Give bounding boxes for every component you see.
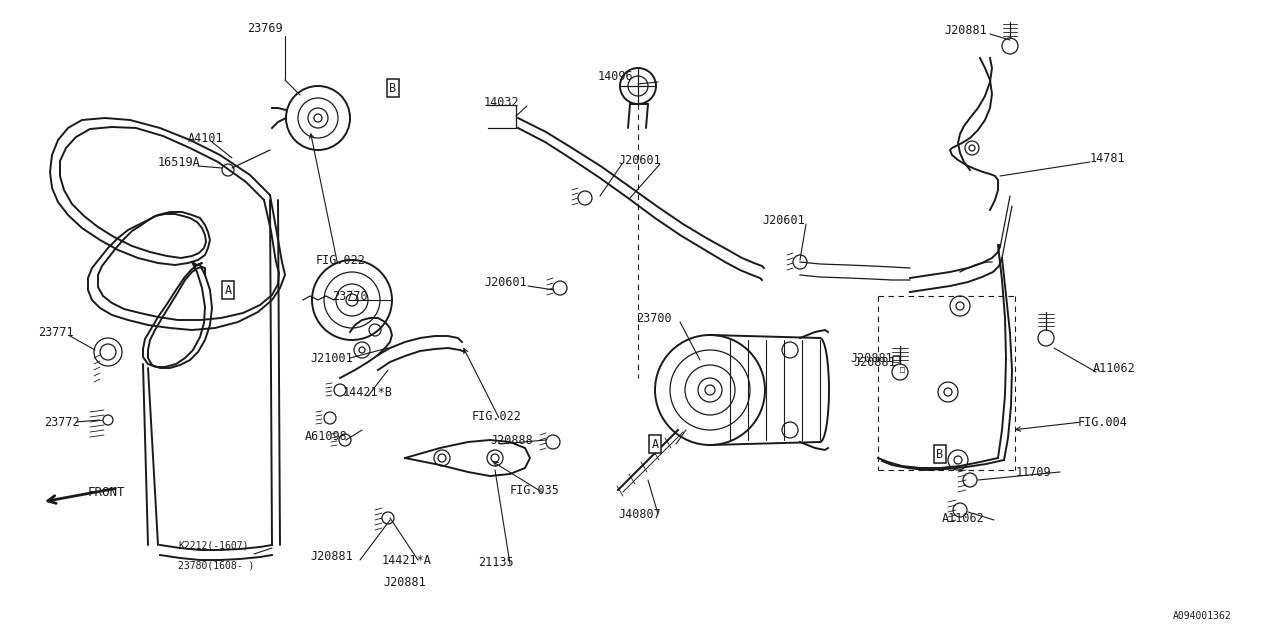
Text: B: B: [389, 81, 397, 95]
Text: 23780(1608- ): 23780(1608- ): [178, 561, 255, 571]
Text: 23700: 23700: [636, 312, 672, 324]
Text: FIG.022: FIG.022: [316, 253, 366, 266]
Text: J20881: J20881: [945, 24, 987, 36]
Text: 14781: 14781: [1091, 152, 1125, 164]
Text: FRONT: FRONT: [88, 486, 125, 499]
Text: A61098: A61098: [305, 429, 348, 442]
Text: A4101: A4101: [188, 131, 224, 145]
Text: J20888: J20888: [490, 433, 532, 447]
Text: A: A: [224, 284, 232, 296]
Text: 21135: 21135: [477, 557, 513, 570]
Text: 16519A: 16519A: [157, 156, 201, 168]
Text: J20881: J20881: [310, 550, 353, 563]
Text: J20881: J20881: [384, 575, 426, 589]
Text: J20601: J20601: [484, 275, 527, 289]
Text: 11709: 11709: [1016, 465, 1052, 479]
Text: FIG.022: FIG.022: [472, 410, 522, 422]
Text: 14096: 14096: [598, 70, 634, 83]
Text: A11062: A11062: [942, 511, 984, 525]
Text: 14032: 14032: [484, 95, 520, 109]
Text: 14421*B: 14421*B: [343, 385, 393, 399]
Text: 23772: 23772: [44, 415, 79, 429]
Text: J20601: J20601: [762, 214, 805, 227]
Text: 14421*A: 14421*A: [381, 554, 431, 566]
Text: J20881□: J20881□: [850, 351, 900, 365]
Text: FIG.004: FIG.004: [1078, 415, 1128, 429]
Text: J40807: J40807: [618, 508, 660, 520]
Text: FIG.035: FIG.035: [509, 483, 559, 497]
Text: □: □: [900, 365, 905, 374]
Text: 23770: 23770: [332, 289, 367, 303]
Text: J21001: J21001: [310, 351, 353, 365]
Text: J20601: J20601: [618, 154, 660, 166]
Circle shape: [102, 415, 113, 425]
Text: A: A: [652, 438, 659, 451]
Text: 23771: 23771: [38, 326, 74, 339]
Text: 23769: 23769: [247, 22, 283, 35]
Text: B: B: [937, 447, 943, 461]
Text: K2212(-1607): K2212(-1607): [178, 540, 248, 550]
Text: J20881: J20881: [852, 355, 896, 369]
Text: A094001362: A094001362: [1174, 611, 1231, 621]
Text: A11062: A11062: [1093, 362, 1135, 374]
